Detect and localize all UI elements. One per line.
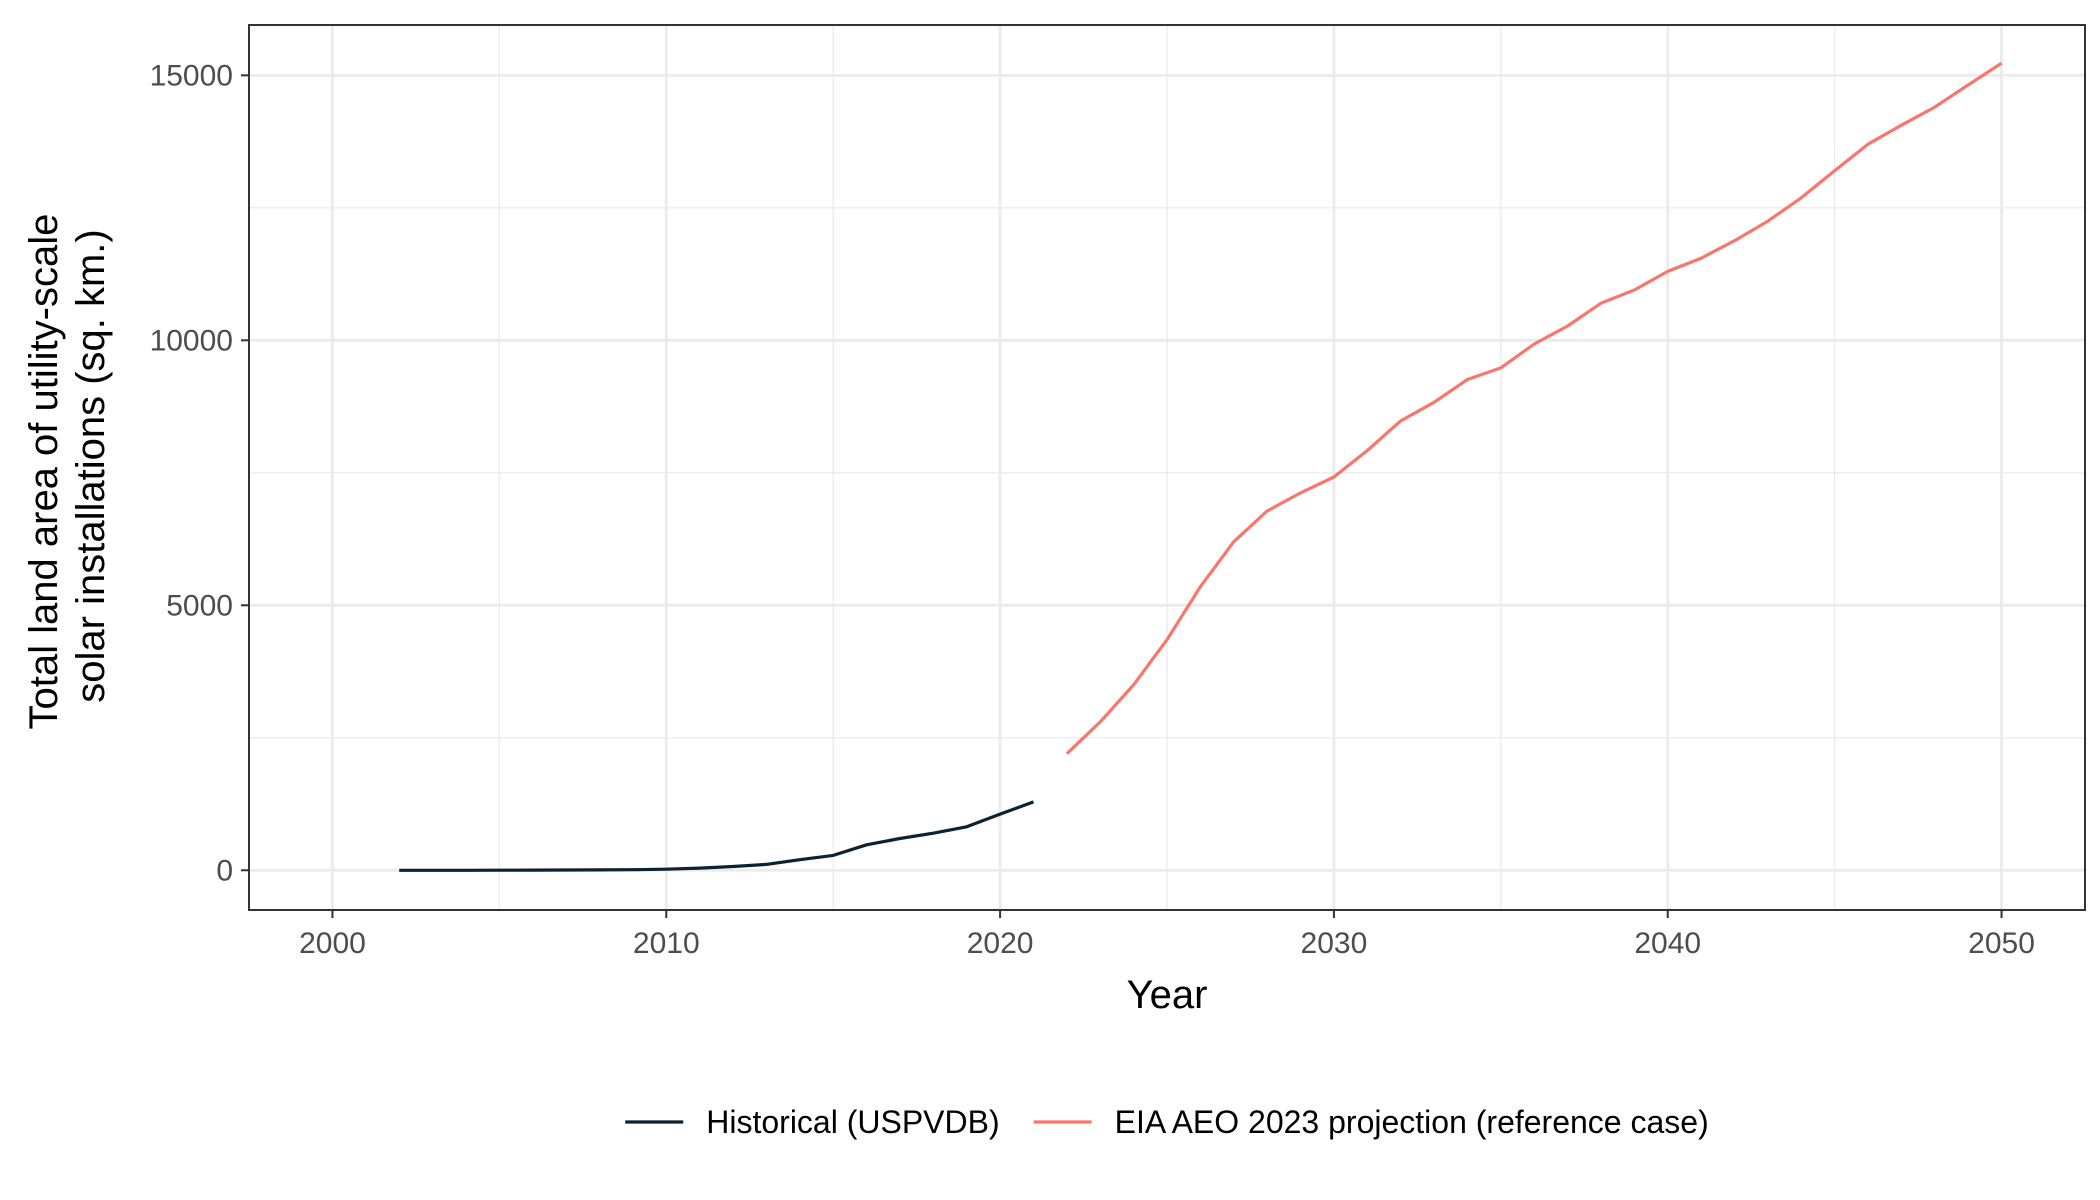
legend-label-0: Historical (USPVDB) — [706, 1104, 999, 1140]
x-tick-label: 2010 — [633, 927, 700, 960]
x-tick-label: 2040 — [1634, 927, 1701, 960]
y-axis-title-line-2: solar installations (sq. km.) — [69, 229, 113, 702]
series-line-projection — [1065, 61, 2003, 755]
x-axis-title: Year — [1127, 973, 1208, 1017]
series-lines — [399, 61, 2003, 872]
y-axis-title-line-1: Total land area of utility-scale — [22, 214, 66, 730]
plot-panel-border — [248, 24, 2086, 911]
x-tick-label: 2000 — [299, 927, 366, 960]
x-tick-label: 2050 — [1968, 927, 2035, 960]
series-line-historical — [399, 800, 1035, 872]
legend-label-1: EIA AEO 2023 projection (reference case) — [1115, 1104, 1709, 1140]
y-tick-label: 5000 — [166, 589, 233, 622]
x-tick-label: 2020 — [967, 927, 1034, 960]
grid — [249, 25, 2085, 910]
legend: Historical (USPVDB) EIA AEO 2023 projecti… — [625, 1104, 1709, 1140]
x-tick-label: 2030 — [1301, 927, 1368, 960]
axes: 2000 2010 2020 2030 2040 2050 0 5000 10000 15000 — [150, 59, 2035, 960]
y-tick-label: 0 — [216, 854, 233, 887]
y-axis-title: Total land area of utility-scale solar i… — [22, 203, 113, 730]
y-tick-label: 10000 — [150, 324, 233, 357]
y-tick-label: 15000 — [150, 59, 233, 92]
